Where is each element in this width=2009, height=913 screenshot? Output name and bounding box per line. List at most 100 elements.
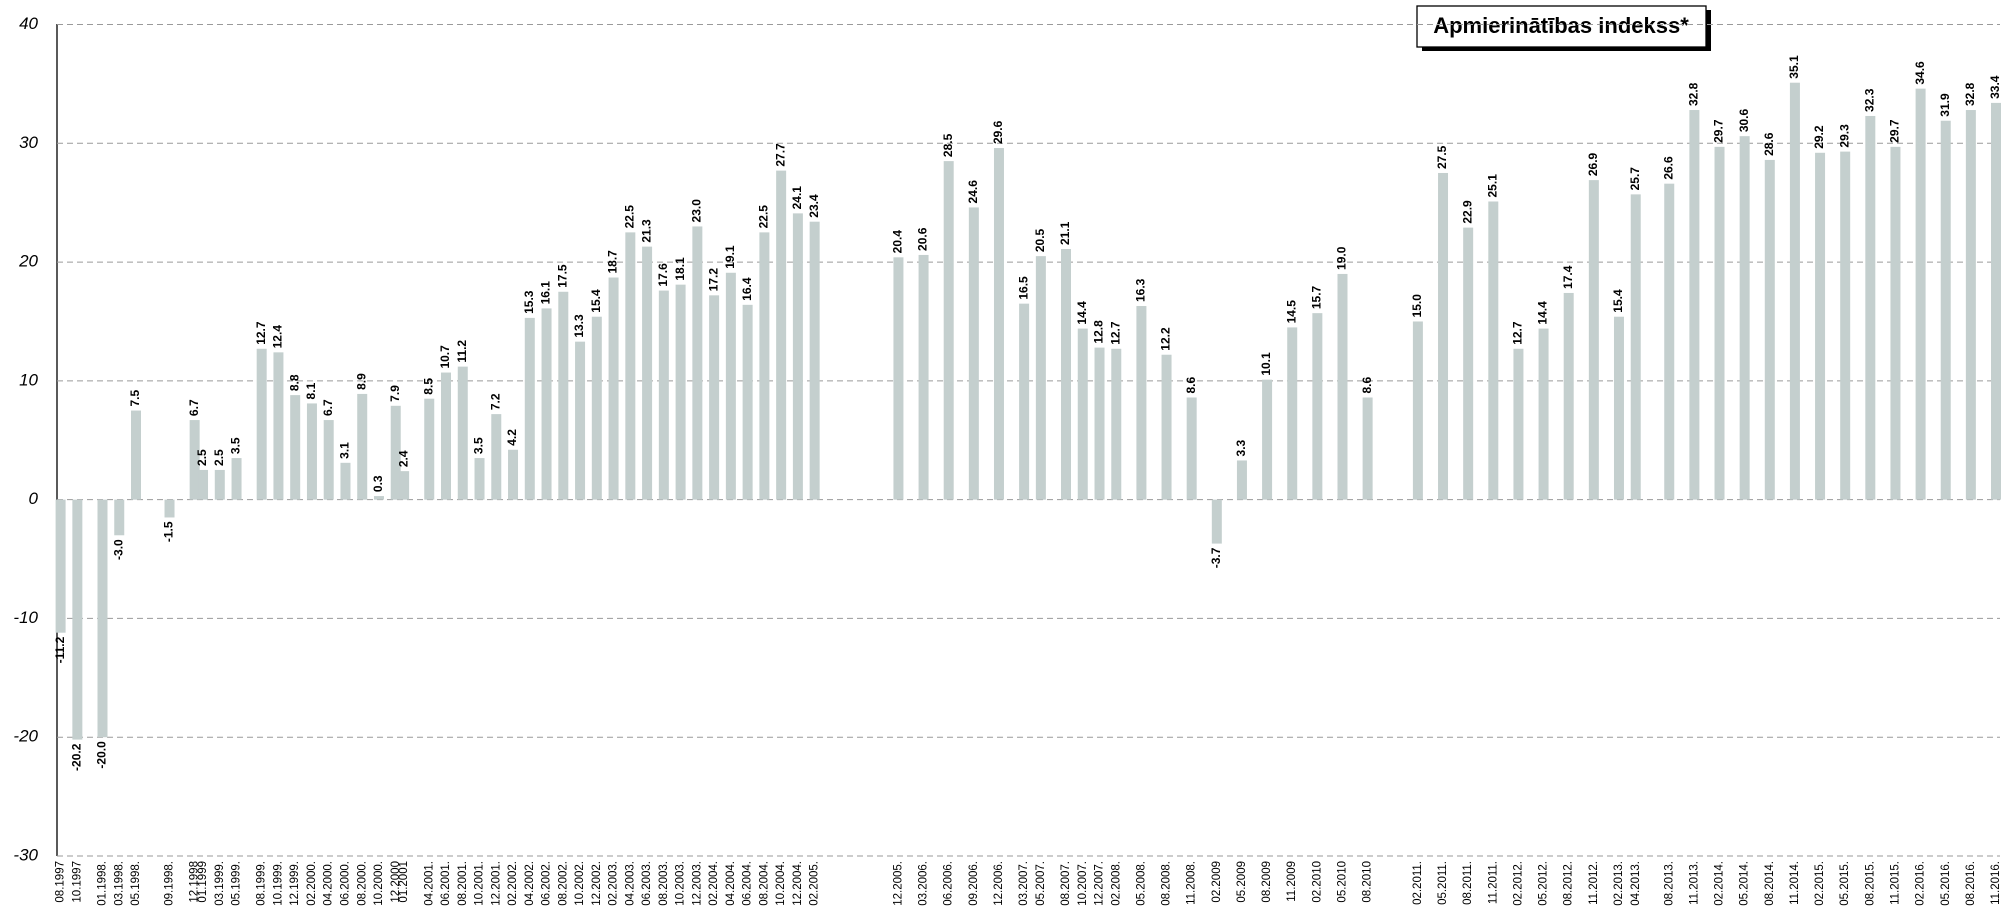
value-label: 14.5 [1284,300,1298,324]
value-label: 20.5 [1033,228,1047,252]
bar [742,304,753,500]
value-label: 8.5 [421,378,435,395]
value-label: 29.2 [1812,125,1826,149]
value-label: 33.4 [1988,75,2002,99]
bar [608,277,619,500]
value-label: 27.7 [773,143,787,167]
x-tick-label: 11.2012. [1588,861,1600,905]
x-tick-label: 08.2013. [1663,861,1675,906]
bar [1438,172,1449,500]
title-box [1416,5,1707,48]
value-label: 3.5 [472,437,486,454]
x-tick-label: 12.2002. [591,861,603,906]
y-tick-label: 30 [19,133,38,152]
x-tick-label: 02.2008. [1110,861,1122,906]
value-label: 30.6 [1737,108,1751,132]
bar [189,420,200,500]
x-tick-label: 08.2012. [1563,861,1575,906]
value-label: 18.1 [673,257,687,281]
bar [1061,249,1072,500]
value-label: 15.7 [1310,285,1324,309]
x-tick-label: 05.2015. [1839,861,1851,906]
x-tick-label: 05.2009 [1236,861,1248,903]
bar [357,393,368,500]
x-tick-label: 05.2014. [1739,861,1751,906]
bar [290,395,301,500]
x-tick-label: 01.1998. [97,861,109,906]
value-label: 8.6 [1360,376,1374,393]
bar [675,284,686,500]
bar [373,496,384,500]
bar [591,316,602,500]
bar [72,499,83,740]
x-tick-label: 03.1999. [214,861,226,906]
y-tick-label: 0 [29,489,39,508]
x-tick-label: 11.2011. [1487,861,1499,904]
x-tick-label: 08.2009 [1261,861,1273,903]
value-label: 14.4 [1075,301,1089,325]
value-label: 17.4 [1561,265,1575,289]
bar [1337,273,1348,500]
bar [1412,321,1423,500]
x-tick-label: 04.2004. [725,861,737,906]
bar [231,458,242,500]
x-tick-label: 06.2004. [742,861,754,906]
bar [1689,110,1700,500]
bar [1538,328,1549,500]
bar [1111,348,1122,500]
bar [214,469,225,500]
bar [943,161,954,500]
x-tick-label: 02.2016. [1915,861,1927,906]
x-tick-label: 02.2003. [608,861,620,906]
bar [575,341,586,500]
value-label: 10.7 [438,345,452,369]
y-tick-label: -30 [13,845,38,864]
bar [508,449,519,500]
bar [642,246,653,500]
bar [399,471,410,500]
bar [1513,348,1524,500]
x-tick-label: 01.2001 [398,861,410,903]
value-label: -3.0 [111,539,125,560]
value-label: 19.1 [723,245,737,269]
value-label: 29.7 [1888,119,1902,143]
value-label: 17.6 [656,263,670,287]
x-tick-label: 04.2003. [624,861,636,906]
bar [424,398,435,500]
value-label: 6.7 [321,399,335,416]
bar [1940,120,1951,500]
bar [1019,303,1030,500]
bar [457,366,468,500]
x-tick-label: 10.2007. [1077,861,1089,906]
x-tick-label: 08.1999. [256,861,268,906]
x-tick-label: 08.2000. [356,861,368,906]
x-tick-label: 11.2015. [1889,861,1901,905]
bar [441,372,452,500]
bar [1161,354,1172,500]
value-label: 16.3 [1134,278,1148,302]
x-tick-label: 12.2004. [792,861,804,906]
bar [114,499,125,536]
y-tick-label: -10 [13,608,38,627]
value-label: 20.6 [916,227,930,251]
x-tick-label: 08.2001. [457,861,469,906]
x-tick-label: 05.2008. [1135,861,1147,906]
value-label: 27.5 [1435,145,1449,169]
x-tick-label: 04.2000. [323,861,335,906]
y-tick-label: 20 [18,252,38,271]
value-label: 14.4 [1536,301,1550,325]
value-label: 22.5 [623,205,637,229]
value-label: 2.5 [212,449,226,466]
bar [1865,115,1876,500]
bar [1588,180,1599,500]
x-tick-label: 10.2004. [775,861,787,906]
bar [1035,256,1046,500]
x-tick-label: 08.2016. [1965,861,1977,906]
x-tick-label: 11.2016. [1990,861,2002,905]
bar [759,232,770,500]
value-label: 7.9 [388,385,402,402]
x-tick-label: 11.2013. [1688,861,1700,905]
value-label: 22.5 [757,205,771,229]
value-label: 7.2 [488,393,502,410]
value-label: 28.6 [1762,132,1776,156]
